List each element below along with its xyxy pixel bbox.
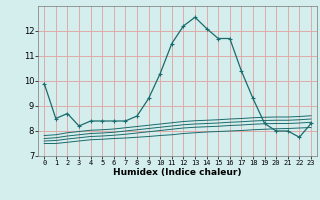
X-axis label: Humidex (Indice chaleur): Humidex (Indice chaleur) (113, 168, 242, 177)
